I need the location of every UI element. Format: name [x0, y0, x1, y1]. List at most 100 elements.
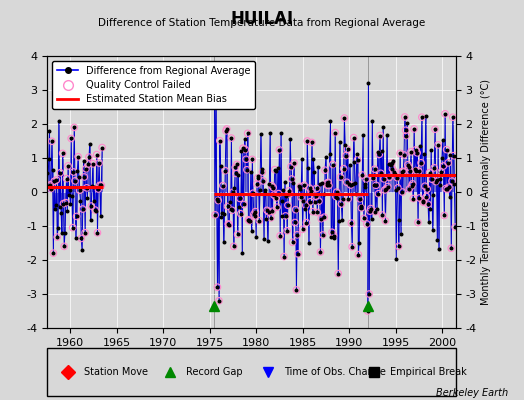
Point: [95, 160, 103, 166]
Point: [450, 152, 458, 159]
Point: [308, 139, 316, 146]
Point: [390, 168, 398, 175]
Point: [314, 164, 322, 170]
Point: [265, 181, 274, 187]
Point: [333, 195, 342, 202]
Point: [449, 114, 457, 120]
Point: [400, 114, 409, 120]
Point: [263, 207, 271, 214]
Point: [305, 185, 314, 191]
Point: [343, 146, 352, 152]
Point: [51, 206, 59, 212]
Point: [416, 195, 424, 201]
Point: [437, 169, 445, 175]
Point: [307, 188, 315, 194]
Point: [445, 194, 454, 200]
Point: [66, 187, 74, 194]
Point: [256, 187, 264, 193]
Point: [281, 179, 289, 186]
Point: [407, 148, 415, 155]
Point: [92, 208, 100, 214]
Point: [434, 246, 443, 252]
Point: [449, 114, 457, 120]
Point: [439, 137, 447, 144]
Point: [366, 205, 375, 212]
Point: [82, 185, 91, 191]
Point: [285, 188, 293, 194]
Point: [432, 176, 441, 183]
Point: [90, 198, 98, 204]
Point: [228, 207, 236, 214]
Point: [353, 157, 362, 163]
Point: [363, 221, 371, 227]
Point: [393, 174, 401, 181]
Point: [403, 162, 412, 168]
Point: [356, 196, 364, 202]
Point: [440, 212, 449, 219]
Point: [43, 169, 51, 176]
Point: [442, 185, 450, 192]
Point: [396, 150, 405, 156]
Point: [59, 200, 68, 207]
Point: [296, 186, 304, 192]
Point: [348, 244, 356, 250]
Point: [214, 197, 222, 204]
Point: [345, 181, 353, 187]
Point: [316, 249, 324, 255]
Point: [324, 179, 332, 186]
Point: [267, 182, 276, 189]
Point: [315, 198, 323, 204]
Point: [60, 243, 68, 250]
Point: [364, 308, 372, 314]
Point: [342, 152, 350, 159]
Point: [74, 154, 82, 160]
Point: [375, 151, 384, 158]
Point: [255, 218, 264, 224]
Point: [326, 118, 335, 124]
Point: [278, 213, 287, 220]
Point: [341, 142, 350, 148]
Point: [239, 201, 248, 208]
Point: [43, 182, 52, 189]
Point: [343, 179, 351, 186]
Point: [359, 132, 367, 139]
Point: [285, 191, 293, 197]
Point: [94, 186, 102, 192]
Point: [72, 213, 81, 220]
Point: [394, 184, 402, 191]
Point: [405, 164, 413, 170]
Point: [302, 220, 311, 226]
Point: [289, 180, 298, 186]
Point: [335, 218, 343, 224]
Point: [275, 147, 283, 153]
Point: [269, 184, 277, 191]
Point: [75, 187, 84, 194]
Point: [309, 156, 318, 163]
Point: [412, 167, 421, 174]
Point: [211, 212, 220, 218]
Point: [43, 182, 52, 189]
Point: [283, 202, 292, 208]
Point: [261, 187, 270, 194]
Point: [429, 227, 437, 233]
Point: [67, 135, 75, 142]
Point: [320, 214, 329, 220]
Point: [347, 220, 356, 226]
Point: [247, 169, 255, 175]
Point: [368, 118, 376, 124]
Point: [350, 158, 358, 165]
Point: [376, 132, 384, 139]
Point: [211, 212, 220, 218]
Point: [411, 147, 420, 153]
Point: [380, 176, 388, 182]
Point: [268, 208, 277, 214]
Point: [279, 187, 288, 193]
Point: [400, 152, 408, 158]
Point: [215, 298, 223, 304]
Point: [290, 160, 298, 166]
Text: Berkeley Earth: Berkeley Earth: [436, 388, 508, 398]
Point: [363, 221, 371, 227]
Point: [230, 243, 238, 250]
Point: [372, 182, 380, 188]
Point: [441, 110, 449, 117]
